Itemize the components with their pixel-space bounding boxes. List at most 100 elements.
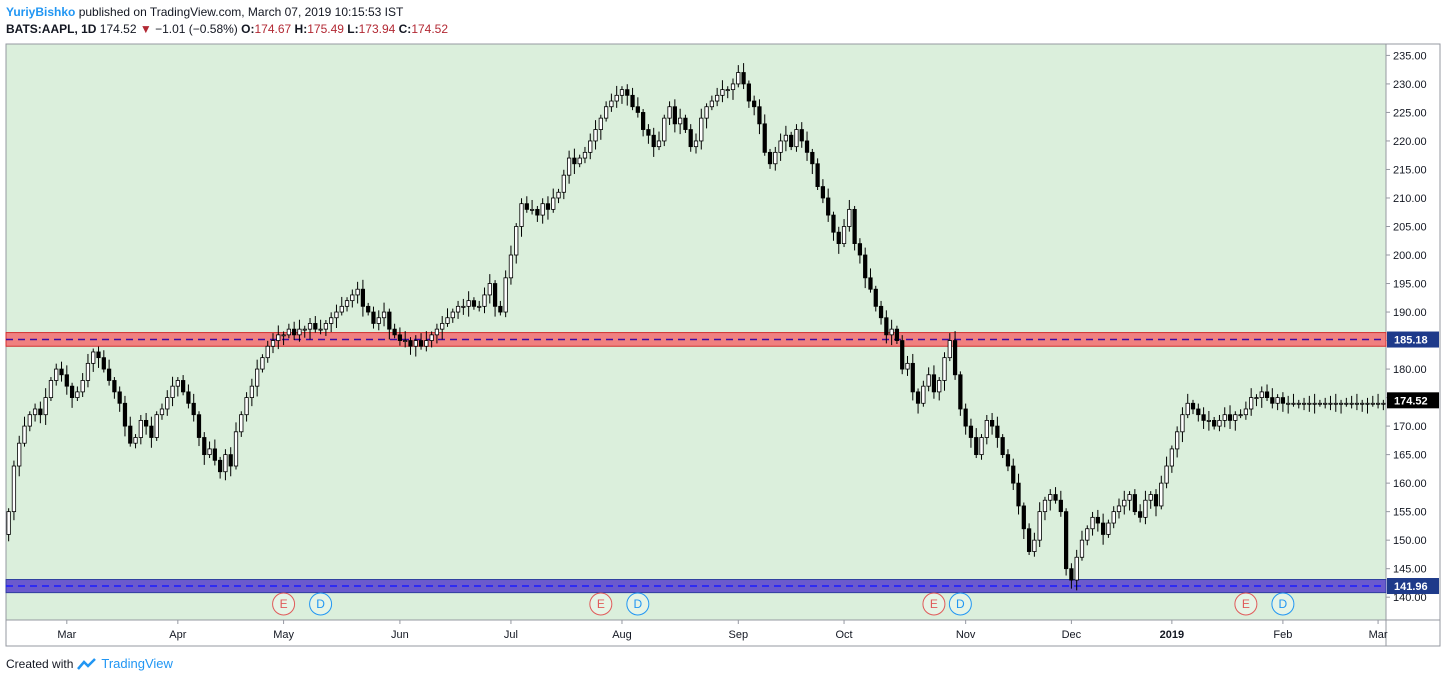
candle-body (1116, 505, 1122, 513)
candle-body (667, 106, 672, 119)
candle-body (1016, 482, 1021, 507)
candle-body (847, 208, 852, 227)
y-tick-label: 195.00 (1393, 279, 1427, 291)
candle-body (715, 94, 720, 102)
candle-body (196, 414, 202, 438)
candle-body (434, 328, 440, 336)
candle-body (397, 334, 403, 341)
candle-body (27, 414, 32, 427)
candle-body (995, 425, 1000, 438)
candle-body (175, 380, 180, 387)
candle-body (80, 380, 85, 393)
candle-body (937, 380, 942, 393)
candle-body (1201, 414, 1206, 421)
candle-body (942, 357, 947, 381)
candle-body (910, 362, 915, 393)
x-tick-label: Sep (729, 629, 749, 641)
candle-body (968, 425, 974, 438)
symbol-label[interactable]: BATS:AAPL, 1D (6, 22, 97, 36)
candle-body (1338, 402, 1344, 405)
candle-body (1011, 465, 1016, 484)
candle-body (360, 288, 366, 307)
candle-body (545, 203, 551, 210)
candle-body (408, 340, 413, 347)
open-value: 174.67 (254, 22, 292, 36)
candle-body (429, 334, 434, 341)
candle-body (556, 191, 561, 199)
candle-body (1233, 414, 1238, 421)
candle-body (371, 311, 376, 324)
candle-body (1101, 522, 1106, 535)
candle-body (471, 300, 477, 307)
candle-body (635, 106, 640, 113)
candle-body (884, 317, 889, 336)
candle-body (1365, 402, 1370, 405)
tradingview-brand[interactable]: TradingView (101, 656, 173, 671)
candle-body (1085, 528, 1090, 541)
candle-body (1180, 414, 1185, 433)
candle-body (1175, 431, 1180, 450)
candle-body (376, 317, 381, 324)
candle-body (1159, 482, 1164, 507)
candle-body (1111, 511, 1116, 524)
high-value: 175.49 (307, 22, 344, 36)
candle-body (852, 208, 857, 245)
candle-body (551, 197, 556, 210)
candle-body (1264, 391, 1270, 398)
candle-body (678, 117, 683, 125)
candle-body (630, 94, 635, 108)
dividend-marker-label: D (956, 597, 965, 611)
candle-body (233, 431, 239, 467)
candle-body (1074, 556, 1079, 581)
candle-body (355, 288, 360, 296)
candle-body (249, 385, 254, 398)
candle-body (789, 134, 794, 148)
y-tick-label: 205.00 (1393, 221, 1427, 233)
candle-body (1280, 397, 1286, 404)
candle-body (112, 380, 117, 393)
candle-body (1206, 419, 1211, 422)
candle-body (804, 140, 810, 153)
dividend-marker (1271, 592, 1295, 616)
candle-body (1122, 499, 1127, 507)
candle-body (1344, 402, 1349, 405)
candle-body (815, 163, 820, 187)
candle-body (1148, 494, 1153, 501)
candle-body (54, 368, 59, 381)
candle-body (588, 140, 593, 153)
candle-body (138, 419, 143, 438)
low-label: L: (347, 22, 359, 36)
candle-body (508, 254, 514, 279)
candle-body (746, 83, 751, 102)
candle-body (392, 328, 397, 336)
published-text: published on TradingView.com, March 07, … (78, 5, 404, 19)
y-tick-label: 190.00 (1393, 307, 1427, 319)
candle-body (572, 157, 577, 165)
candle-body (693, 140, 699, 148)
candle-body (820, 186, 826, 199)
candle-body (1243, 408, 1249, 416)
candle-body (1032, 539, 1037, 552)
earnings-marker (922, 592, 946, 616)
candle-body (1190, 402, 1196, 410)
candle-body (524, 203, 529, 210)
candle-body (984, 419, 989, 438)
candle-body (958, 374, 963, 410)
candle-body (725, 89, 730, 92)
candle-body (1217, 419, 1222, 427)
candle-body (43, 397, 48, 416)
candle-body (1249, 397, 1254, 410)
candle-body (683, 117, 688, 130)
candle-body (1354, 402, 1360, 405)
author-link[interactable]: YuriyBishko (6, 5, 76, 19)
candle-body (1370, 402, 1375, 405)
candle-body (1063, 511, 1069, 570)
candle-body (48, 380, 54, 398)
candle-body (149, 425, 154, 438)
support-price-label-text: 141.96 (1394, 581, 1428, 593)
candle-body (773, 151, 778, 165)
candle-body (339, 305, 344, 313)
open-label: O: (241, 22, 255, 36)
candle-body (931, 374, 937, 393)
